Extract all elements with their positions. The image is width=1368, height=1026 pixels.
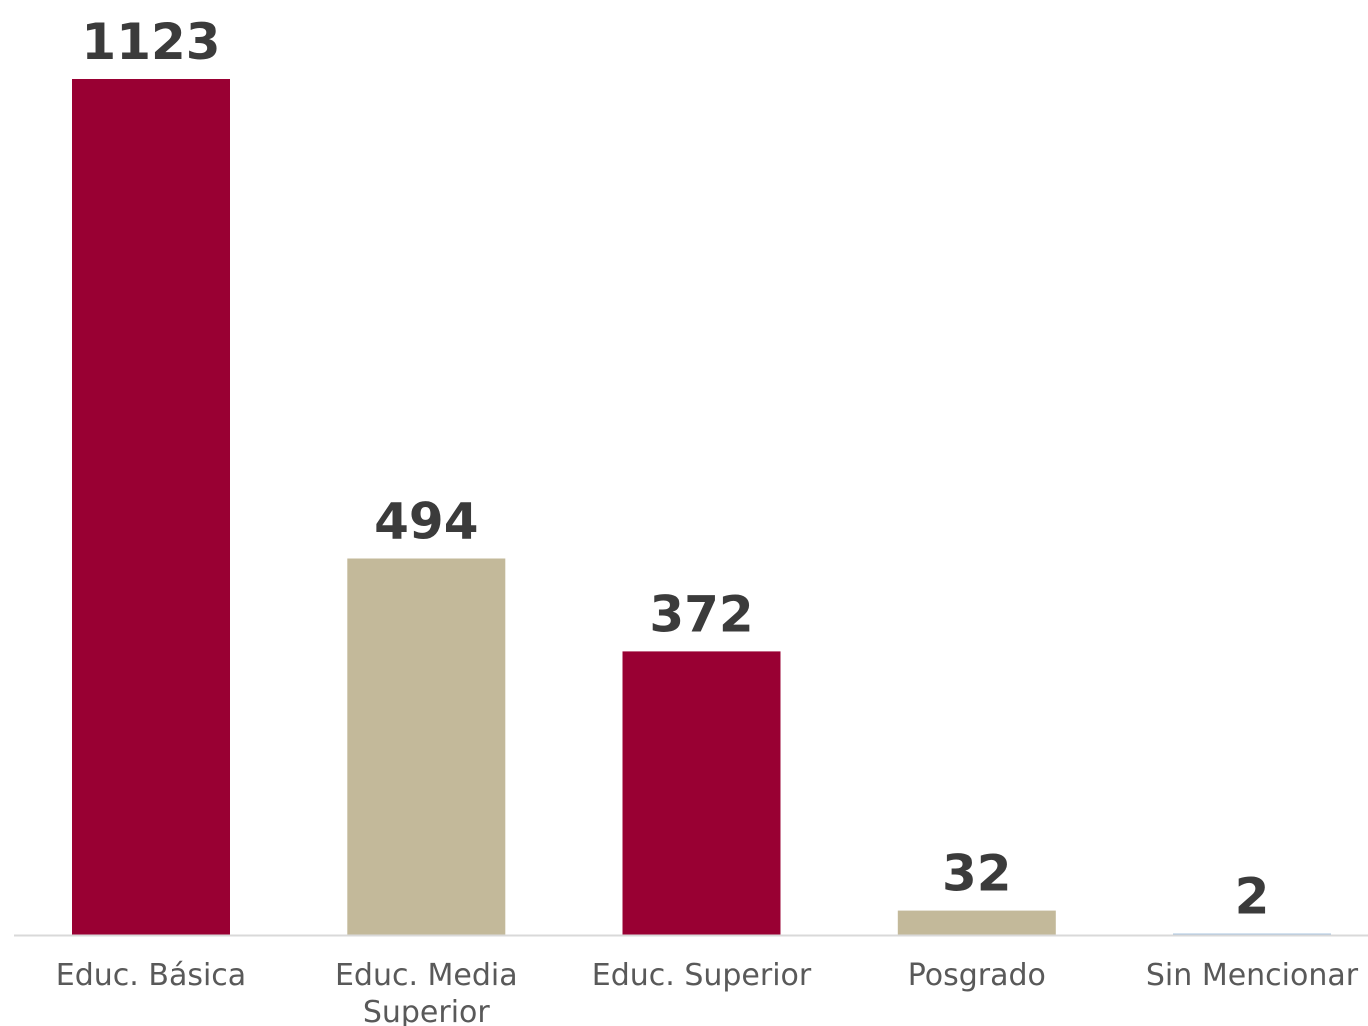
category-label-4-line-0: Sin Mencionar xyxy=(1146,958,1359,993)
value-label-1: 494 xyxy=(374,493,478,551)
category-label-3: Posgrado xyxy=(908,958,1046,993)
value-label-3: 32 xyxy=(942,845,1012,903)
bar-2 xyxy=(622,651,781,935)
value-label-4: 2 xyxy=(1235,868,1270,926)
category-label-1: Educ. Media Superior xyxy=(335,958,518,1026)
category-label-1-line-0: Educ. Media xyxy=(335,958,518,993)
value-label-2: 372 xyxy=(649,585,753,643)
bars-group xyxy=(72,79,1331,935)
category-label-0-line-0: Educ. Básica xyxy=(56,958,246,993)
value-labels-group: 1123 494 372 32 2 xyxy=(81,13,1269,926)
category-label-4: Sin Mencionar xyxy=(1146,958,1359,993)
bar-4 xyxy=(1173,933,1331,935)
category-label-2-line-0: Educ. Superior xyxy=(592,958,812,993)
category-label-1-line-1: Superior xyxy=(363,995,491,1026)
category-label-2: Educ. Superior xyxy=(592,958,812,993)
category-label-3-line-0: Posgrado xyxy=(908,958,1046,993)
bar-3 xyxy=(897,910,1056,935)
category-label-0: Educ. Básica xyxy=(56,958,246,993)
bar-1 xyxy=(347,558,506,935)
category-labels-group: Educ. Básica Educ. Media Superior Educ. Sup… xyxy=(56,958,1359,1026)
value-label-0: 1123 xyxy=(81,13,220,71)
bar-0 xyxy=(72,79,230,935)
